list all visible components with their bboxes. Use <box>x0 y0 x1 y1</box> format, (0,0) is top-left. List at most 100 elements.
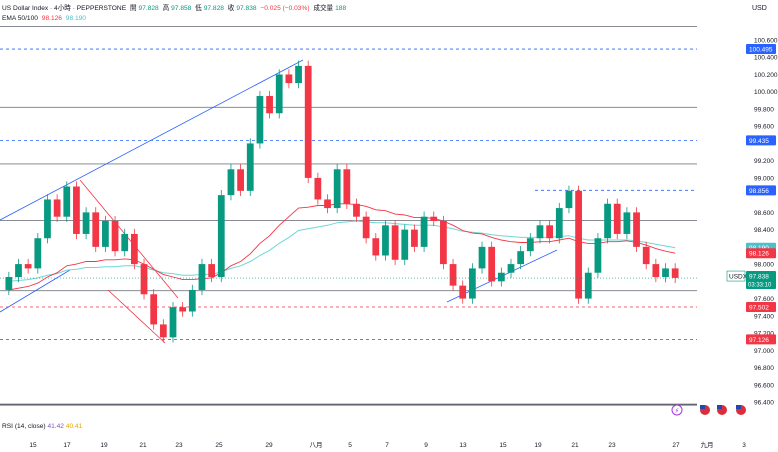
x-tick-1: 17 <box>63 442 71 449</box>
candle-body <box>102 221 109 247</box>
x-tick-13: 19 <box>534 442 542 449</box>
ema-50-line <box>8 203 676 291</box>
y-tick-5: 99.600 <box>754 124 774 131</box>
candle-body <box>353 203 360 217</box>
candle-body <box>140 264 148 295</box>
candle-body <box>459 285 467 299</box>
hline-tag-text-0: 100.495 <box>749 47 773 54</box>
candle-body <box>343 169 351 204</box>
candle-body <box>179 307 187 312</box>
candle-body <box>497 272 505 282</box>
candle-body <box>507 264 515 273</box>
candle-body <box>169 307 177 338</box>
currency-label: USD <box>752 5 767 12</box>
candle-body <box>662 268 669 278</box>
candle-body <box>536 225 544 239</box>
candle-body <box>324 199 331 209</box>
candle-body <box>391 225 399 260</box>
ema-layer <box>8 203 676 291</box>
candle-body <box>111 221 119 252</box>
candle-body <box>63 186 71 217</box>
hline-tag-2 <box>746 185 776 196</box>
open-value: 97.828 <box>138 5 159 12</box>
candle-body <box>73 186 80 234</box>
y-tick-6: 99.200 <box>754 158 774 165</box>
x-tick-5: 25 <box>215 442 223 449</box>
candle-body <box>159 324 167 338</box>
x-tick-12: 15 <box>499 442 507 449</box>
hline-tag-text-1: 99.435 <box>749 138 769 145</box>
candle-body <box>565 190 573 209</box>
candle-body <box>24 264 32 269</box>
candle-body <box>5 277 13 290</box>
last-price-text: 97.838 <box>749 274 769 281</box>
candle-body <box>256 96 264 144</box>
y-tick-3: 100.000 <box>754 89 778 96</box>
x-tick-2: 19 <box>100 442 108 449</box>
candle-body <box>362 216 370 239</box>
candle-body <box>217 195 225 278</box>
x-tick-16: 27 <box>672 442 680 449</box>
candle-body <box>401 229 409 260</box>
hline-tag-0 <box>746 44 776 55</box>
candle-body <box>150 294 158 325</box>
candle-body <box>314 177 322 200</box>
y-tick-13: 97.200 <box>754 331 774 338</box>
event-icons[interactable]: ⚡ <box>671 404 746 416</box>
ema-label: EMA 50/100 <box>2 15 38 22</box>
candle-body <box>227 169 235 196</box>
candle-body <box>53 199 61 217</box>
candle-body <box>604 203 611 239</box>
x-tick-15: 23 <box>608 442 616 449</box>
candle-body <box>275 74 283 114</box>
low-value: 97.828 <box>203 5 224 12</box>
x-tick-6: 29 <box>265 442 273 449</box>
x-tick-3: 21 <box>139 442 147 449</box>
candle-body <box>526 238 534 252</box>
y-tick-14: 97.000 <box>754 348 774 355</box>
lightning-event-icon <box>671 404 683 416</box>
candle-body <box>546 225 554 239</box>
candle-body <box>82 212 90 234</box>
hline-tag-1 <box>746 135 776 146</box>
candle-body <box>295 65 302 84</box>
rsi-legend[interactable]: RSI (14, close) 41.42 40.41 <box>2 423 82 430</box>
candle-body <box>208 264 216 278</box>
candle-body <box>237 169 244 191</box>
ema-legend[interactable]: EMA 50/100 98.126 98.190 <box>2 14 88 23</box>
y-tick-4: 99.800 <box>754 106 774 113</box>
hline-tag-4 <box>746 334 776 345</box>
candle-body <box>246 143 254 191</box>
red-channel-top <box>79 179 179 299</box>
time-axis[interactable]: 15 17 19 21 23 25 29 八月 5 7 9 13 15 19 21 23 27 九月 3 <box>29 440 746 449</box>
candle-body <box>304 65 312 178</box>
ema-fast-value: 98.126 <box>41 15 62 22</box>
candle-body <box>382 225 389 256</box>
x-tick-17: 九月 <box>701 440 714 449</box>
y-tick-10: 98.000 <box>754 262 774 269</box>
candle-body <box>449 264 457 286</box>
candle-body <box>633 212 640 247</box>
candle-body <box>468 268 476 299</box>
candle-body <box>488 246 496 282</box>
y-tick-2: 100.200 <box>754 72 778 79</box>
candle-body <box>34 238 42 269</box>
ema-fast-tag <box>746 248 776 259</box>
price-axis[interactable]: 100.600 100.400 100.200 100.000 99.800 99.600… <box>697 0 778 452</box>
candle-body <box>15 264 22 278</box>
candle-body <box>623 212 631 234</box>
x-tick-10: 9 <box>424 442 428 449</box>
lower-trendline <box>0 269 71 313</box>
candle-body <box>130 233 138 265</box>
y-tick-16: 96.600 <box>754 382 774 389</box>
candle-body <box>285 74 293 84</box>
candle-body <box>671 268 679 278</box>
upper-trendline <box>0 59 304 221</box>
candles-layer <box>5 60 679 343</box>
fib-lines-layer: 0.786 (100.756)0.618 (99.819)0.5 (99.162… <box>0 19 745 405</box>
y-tick-9: 98.400 <box>754 227 774 234</box>
ema-100-line <box>8 220 676 282</box>
symbol-title[interactable]: US Dollar Index · 4小時 · PEPPERSTONE <box>2 5 127 12</box>
candle-body <box>372 238 380 256</box>
